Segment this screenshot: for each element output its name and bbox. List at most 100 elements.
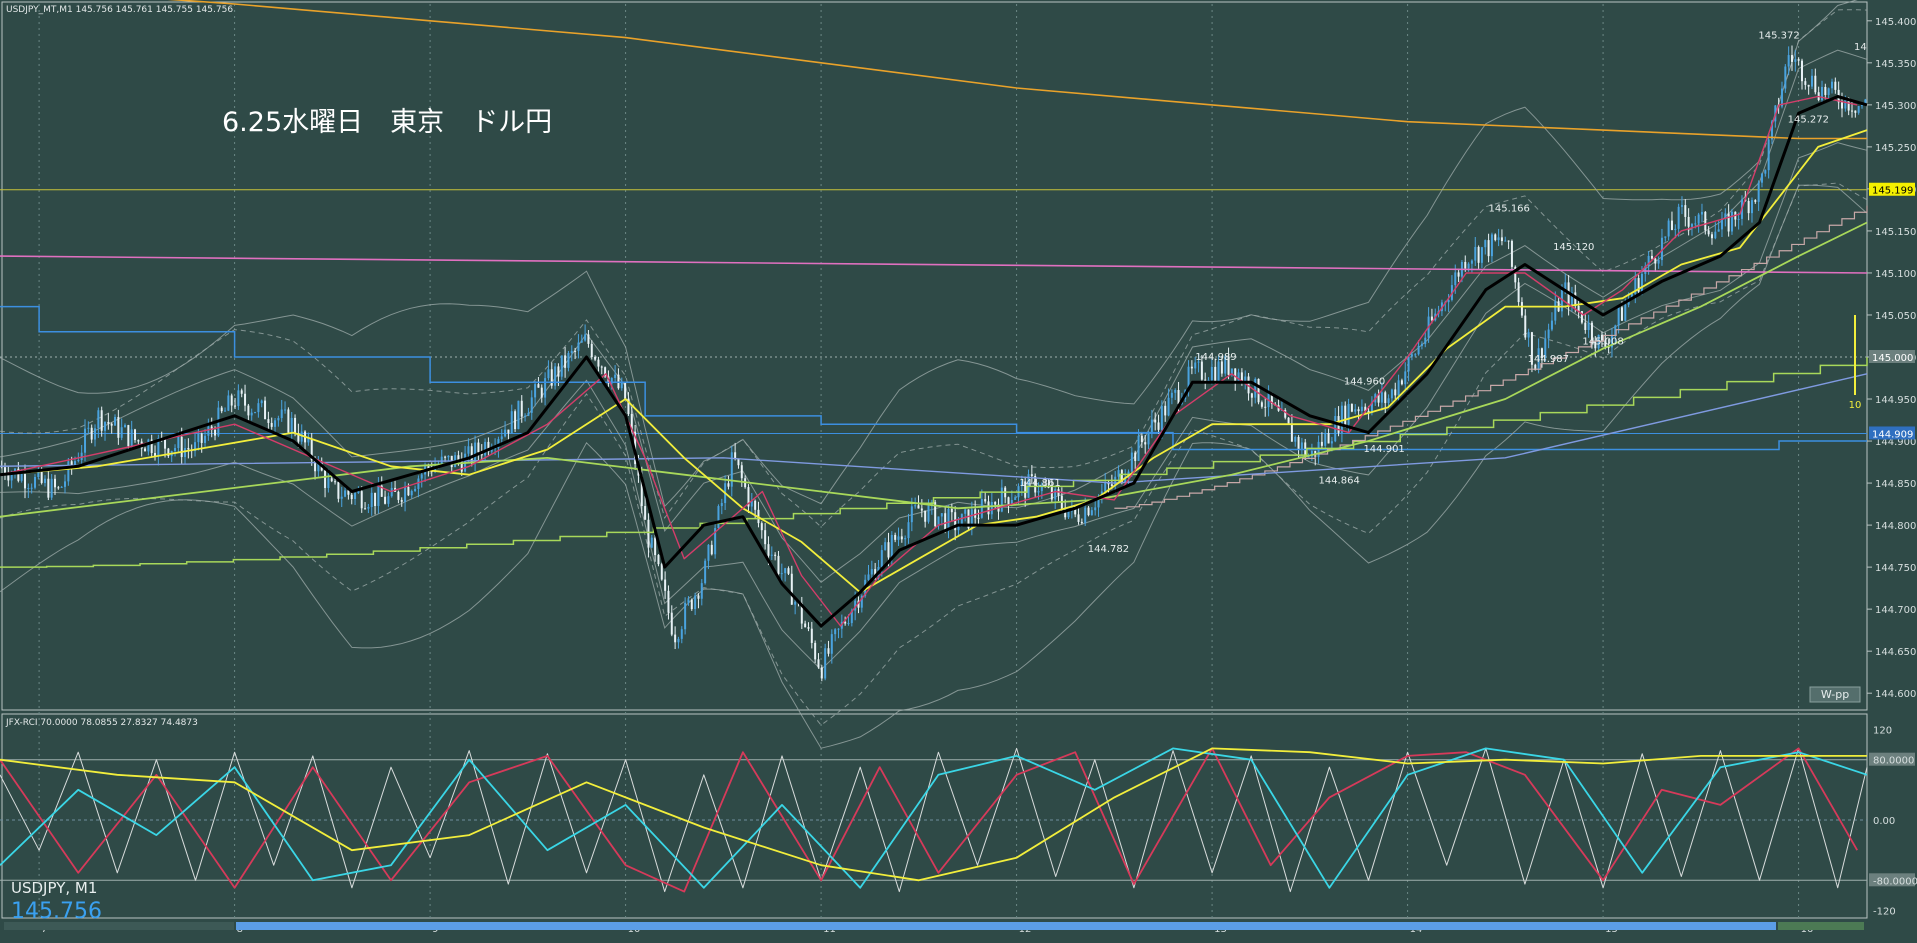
- candle-body: [1720, 218, 1723, 230]
- candle-body: [114, 416, 117, 426]
- candle-body: [1554, 301, 1557, 321]
- y-tick-label: 145.300: [1875, 101, 1916, 112]
- candle-body: [1754, 200, 1757, 202]
- candle-body: [487, 441, 490, 452]
- candle-body: [710, 544, 713, 555]
- candle-body: [274, 420, 277, 427]
- candle-body: [1307, 456, 1310, 458]
- candle-body: [1617, 307, 1620, 326]
- candle-body: [124, 425, 127, 428]
- candle-body: [1157, 422, 1160, 430]
- candle-body: [1797, 59, 1800, 61]
- candle-body: [527, 412, 530, 416]
- candle-body: [1120, 470, 1123, 483]
- candle-body: [1310, 450, 1313, 457]
- candle-body: [1254, 378, 1257, 398]
- indicator-lines: [0, 0, 1868, 628]
- candle-body: [1230, 368, 1233, 375]
- candle-body: [1644, 265, 1647, 274]
- wpp-button[interactable]: [1809, 686, 1861, 703]
- candle-body: [884, 542, 887, 551]
- candle-body: [897, 536, 900, 540]
- candle-body: [950, 508, 953, 513]
- candle-body: [467, 446, 470, 454]
- candle-body: [1084, 507, 1087, 524]
- candle-body: [1647, 255, 1650, 266]
- candle-body: [230, 395, 233, 406]
- candle-body: [1300, 442, 1303, 450]
- candle-body: [1240, 372, 1243, 383]
- candle-body: [600, 366, 603, 368]
- price-annotation: 144.989: [1195, 352, 1236, 363]
- candle-body: [1134, 452, 1137, 461]
- candle-body: [1470, 260, 1473, 264]
- candle-body: [1507, 240, 1510, 242]
- candle-body: [517, 400, 520, 430]
- candle-body: [844, 621, 847, 624]
- candle-body: [727, 483, 730, 487]
- candle-body: [544, 378, 547, 398]
- candle-body: [1854, 110, 1857, 113]
- y-tick-label: 144.750: [1875, 563, 1916, 574]
- candle-body: [384, 496, 387, 504]
- line_magenta-line: [0, 255, 1868, 274]
- wpp-label[interactable]: W-pp: [1821, 688, 1849, 701]
- candle-body: [227, 395, 230, 411]
- candle-body: [1590, 322, 1593, 341]
- candle-body: [1650, 255, 1653, 259]
- candle-body: [57, 487, 60, 489]
- candle-body: [1770, 121, 1773, 140]
- candle-body: [260, 400, 263, 404]
- candle-body: [774, 554, 777, 556]
- candle-body: [1860, 104, 1863, 107]
- candle-body: [1790, 55, 1793, 62]
- candle-body: [717, 506, 720, 529]
- candle-body: [540, 387, 543, 398]
- candle-body: [1844, 97, 1847, 109]
- candle-body: [1177, 389, 1180, 405]
- candle-body: [557, 366, 560, 377]
- candle-body: [1034, 475, 1037, 493]
- candle-body: [1687, 216, 1690, 227]
- candle-body: [954, 512, 957, 531]
- price-annotation: 144.987: [1528, 354, 1569, 365]
- candle-body: [1464, 261, 1467, 269]
- candle-body: [687, 599, 690, 603]
- price-tag-label: 145.000: [1872, 353, 1913, 364]
- candle-body: [1174, 389, 1177, 393]
- candle-body: [80, 452, 83, 461]
- candle-body: [937, 516, 940, 527]
- candle-body: [847, 623, 850, 625]
- candle-body: [470, 446, 473, 463]
- candle-body: [570, 350, 573, 354]
- rci-plot-border: [1, 713, 1868, 919]
- candle-body: [1407, 356, 1410, 372]
- candle-body: [804, 623, 807, 628]
- candle-body: [207, 426, 210, 436]
- candle-body: [834, 629, 837, 635]
- candle-body: [477, 442, 480, 453]
- candle-body: [357, 491, 360, 493]
- annotation-title: 6.25水曜日 東京 ドル円: [222, 107, 552, 138]
- candle-body: [324, 470, 327, 488]
- candle-body: [1154, 419, 1157, 423]
- candle-body: [1514, 266, 1517, 283]
- candle-body: [174, 448, 177, 451]
- candle-body: [1047, 486, 1050, 488]
- candle-body: [674, 634, 677, 643]
- candle-body: [667, 590, 670, 613]
- candle-body: [1247, 376, 1250, 394]
- candle-body: [1807, 84, 1810, 87]
- price-annotation: 144.864: [1318, 475, 1359, 486]
- candle-body: [1354, 409, 1357, 412]
- candle-body: [10, 473, 13, 481]
- candle-body: [127, 425, 130, 447]
- candle-body: [1150, 419, 1153, 433]
- candle-body: [1654, 258, 1657, 264]
- candle-body: [837, 628, 840, 630]
- candle-body: [1760, 173, 1763, 183]
- candle-body: [580, 340, 583, 343]
- band-line: [0, 184, 1868, 749]
- candle-body: [577, 342, 580, 351]
